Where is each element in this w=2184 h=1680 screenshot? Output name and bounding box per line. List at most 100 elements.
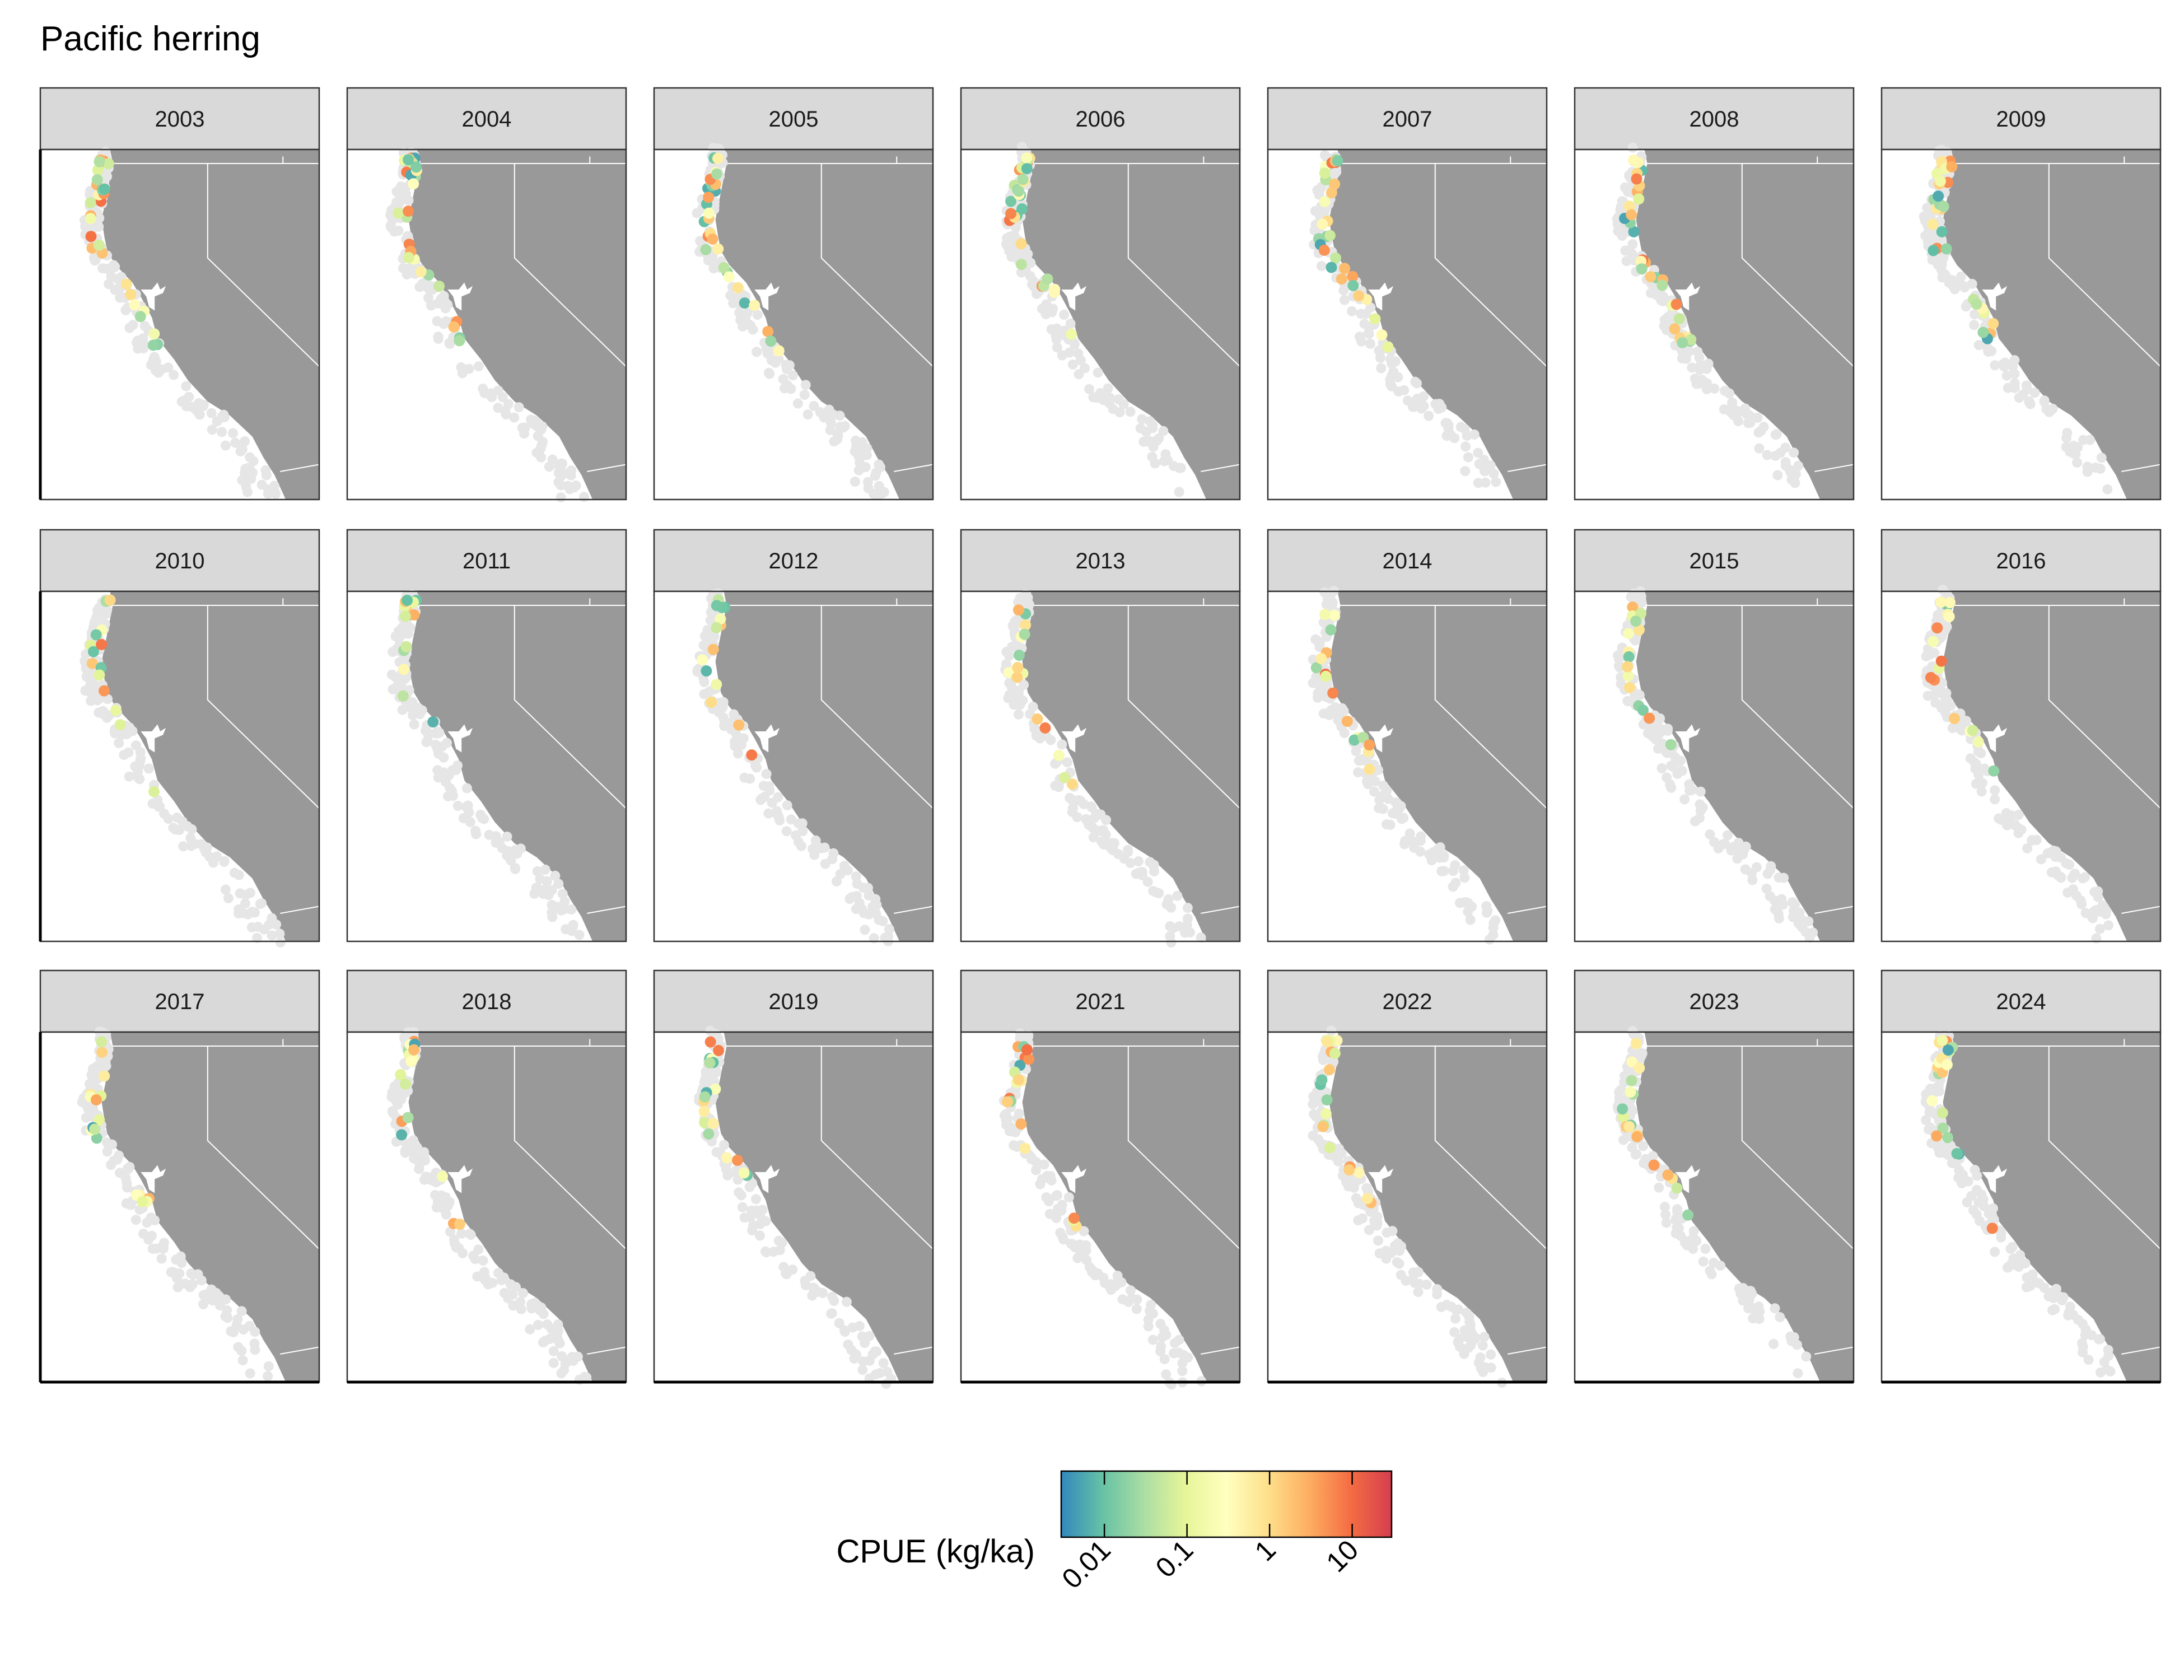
station-no-catch xyxy=(1015,247,1025,258)
station-no-catch xyxy=(458,1248,468,1258)
station-no-catch xyxy=(1944,278,1954,288)
station-catch xyxy=(1622,670,1634,682)
station-no-catch xyxy=(218,412,229,423)
station-no-catch xyxy=(2094,1334,2105,1345)
station-no-catch xyxy=(237,1355,248,1366)
station-no-catch xyxy=(1691,379,1702,389)
station-catch xyxy=(134,311,146,323)
station-catch xyxy=(713,1044,725,1056)
station-no-catch xyxy=(1465,1323,1476,1333)
country-border xyxy=(1201,464,1240,472)
station-no-catch xyxy=(2061,433,2071,444)
bay xyxy=(1982,282,2008,311)
station-no-catch xyxy=(1473,447,1483,458)
station-catch xyxy=(1021,163,1033,175)
station-no-catch xyxy=(1356,309,1366,319)
station-no-catch xyxy=(1035,733,1045,744)
bay xyxy=(447,724,473,753)
station-no-catch xyxy=(1703,358,1714,369)
station-no-catch xyxy=(853,465,864,475)
station-catch xyxy=(1662,1169,1674,1181)
state-border xyxy=(1434,164,1547,367)
station-no-catch xyxy=(1387,381,1397,391)
station-no-catch xyxy=(1365,338,1375,349)
station-no-catch xyxy=(159,809,169,819)
station-catch xyxy=(90,629,102,641)
station-catch xyxy=(87,646,99,657)
station-no-catch xyxy=(1785,1331,1796,1342)
station-no-catch xyxy=(249,907,260,918)
station-no-catch xyxy=(1319,587,1330,598)
station-no-catch xyxy=(1695,786,1706,797)
station-catch xyxy=(704,1036,716,1048)
station-no-catch xyxy=(464,1229,475,1239)
station-no-catch xyxy=(1308,654,1318,665)
station-no-catch xyxy=(2056,852,2066,863)
station-no-catch xyxy=(718,1140,729,1150)
station-catch xyxy=(1327,687,1339,699)
country-border xyxy=(280,464,320,472)
station-no-catch xyxy=(438,319,449,329)
station-no-catch xyxy=(547,454,558,465)
station-no-catch xyxy=(1100,839,1110,850)
station-no-catch xyxy=(553,879,564,889)
station-catch xyxy=(1936,1035,1948,1046)
station-catch xyxy=(1942,1132,1953,1144)
station-no-catch xyxy=(85,687,95,697)
station-catch xyxy=(1665,739,1677,750)
station-no-catch xyxy=(441,1209,451,1220)
station-no-catch xyxy=(1442,418,1453,428)
station-no-catch xyxy=(767,797,777,808)
station-no-catch xyxy=(240,436,250,446)
station-no-catch xyxy=(252,932,262,943)
station-no-catch xyxy=(764,781,774,792)
station-no-catch xyxy=(533,1319,543,1330)
station-no-catch xyxy=(1383,794,1393,804)
station-catch xyxy=(1630,1038,1642,1049)
station-no-catch xyxy=(1450,1313,1460,1324)
station-catch xyxy=(1048,287,1060,298)
station-catch xyxy=(710,1083,721,1095)
station-no-catch xyxy=(2027,1270,2038,1280)
station-no-catch xyxy=(483,1277,494,1287)
station-no-catch xyxy=(698,640,709,651)
station-no-catch xyxy=(510,862,520,873)
station-no-catch xyxy=(1065,319,1076,329)
station-catch xyxy=(1013,185,1025,197)
station-no-catch xyxy=(1754,443,1765,454)
station-no-catch xyxy=(1196,932,1206,943)
station-catch xyxy=(1330,252,1341,264)
station-no-catch xyxy=(1174,463,1185,473)
station-no-catch xyxy=(255,899,265,909)
facet-panel: 2017 xyxy=(39,969,320,1384)
station-no-catch xyxy=(1413,1267,1424,1277)
station-no-catch xyxy=(745,320,756,331)
country-border xyxy=(1508,906,1547,914)
station-no-catch xyxy=(115,292,125,303)
station-no-catch xyxy=(1149,860,1159,870)
station-no-catch xyxy=(394,626,404,636)
state-border xyxy=(2048,605,2161,809)
station-catch xyxy=(1938,200,1949,212)
station-catch xyxy=(1943,611,1955,623)
station-no-catch xyxy=(1673,1215,1684,1225)
station-no-catch xyxy=(1634,689,1644,700)
station-catch xyxy=(1631,1131,1643,1142)
country-border xyxy=(894,906,934,914)
station-no-catch xyxy=(818,1288,828,1298)
station-catch xyxy=(1320,670,1332,682)
station-no-catch xyxy=(2095,464,2106,474)
station-no-catch xyxy=(1117,1294,1128,1305)
station-catch xyxy=(403,251,414,263)
country-border xyxy=(2121,1346,2161,1355)
facet-strip xyxy=(1267,529,1548,592)
station-catch xyxy=(1645,271,1656,283)
station-no-catch xyxy=(452,801,463,811)
station-no-catch xyxy=(91,1061,102,1072)
station-no-catch xyxy=(752,347,762,357)
station-no-catch xyxy=(387,1087,398,1098)
station-no-catch xyxy=(862,443,872,454)
station-no-catch xyxy=(2016,824,2027,835)
facet-strip xyxy=(1267,87,1548,151)
station-no-catch xyxy=(386,669,397,680)
